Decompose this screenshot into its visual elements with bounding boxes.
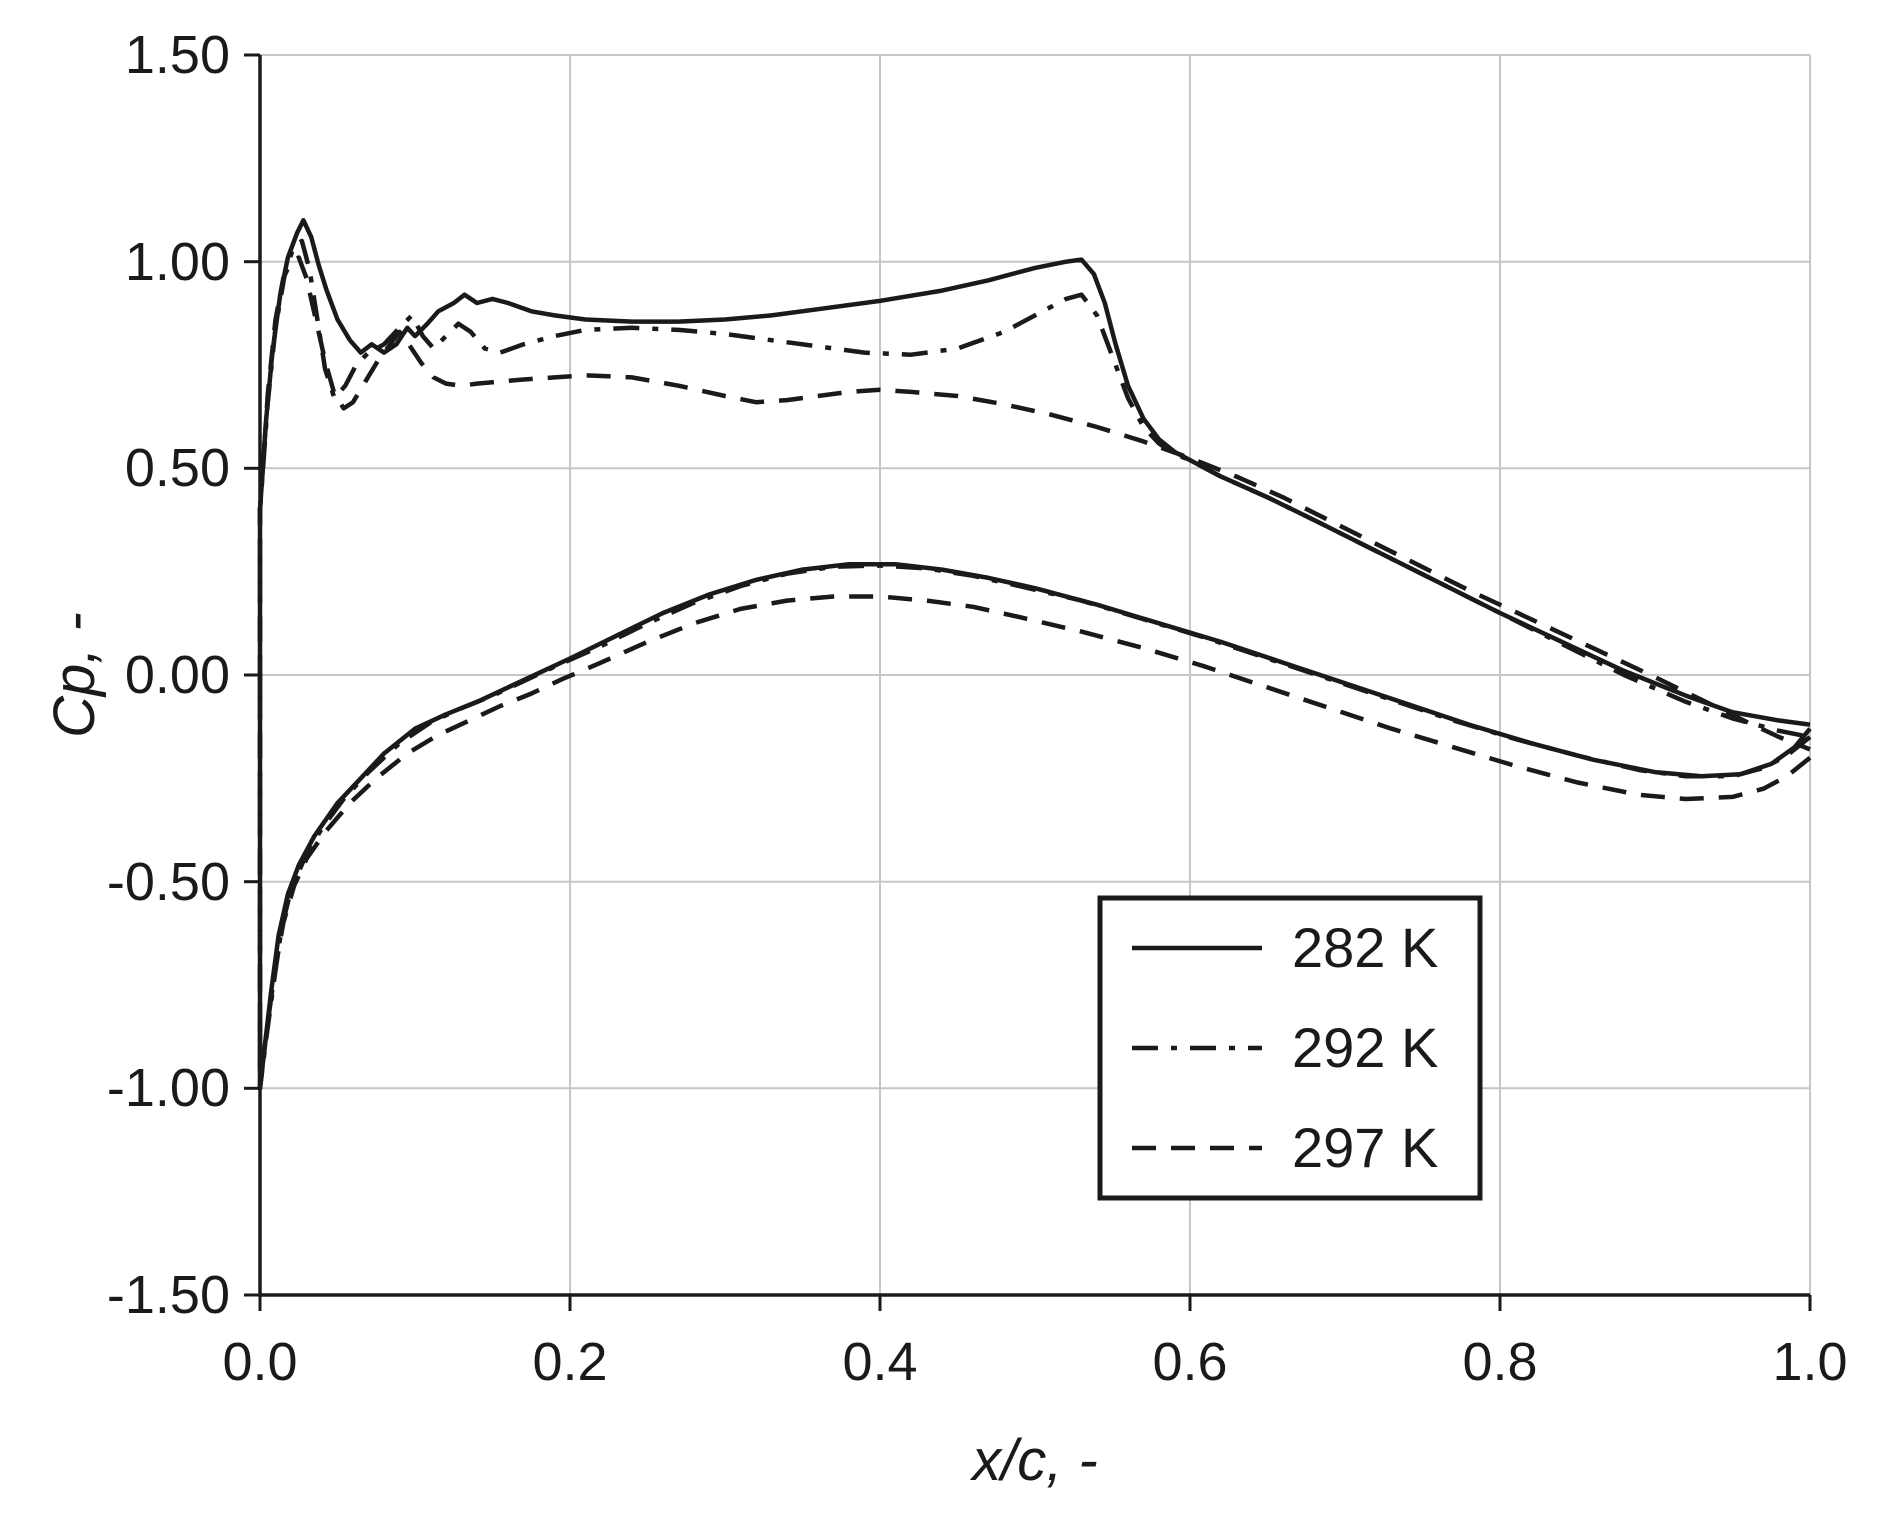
y-axis-title: Cp, - bbox=[42, 612, 107, 738]
x-tick-label: 0.8 bbox=[1462, 1332, 1538, 1392]
legend-label: 282 K bbox=[1292, 916, 1439, 979]
y-tick-label: 1.00 bbox=[124, 232, 230, 292]
series-path-282-K bbox=[257, 218, 1812, 1091]
y-tick-label: 0.00 bbox=[124, 645, 230, 705]
x-tick-label: 0.0 bbox=[222, 1332, 298, 1392]
legend-label: 292 K bbox=[1292, 1016, 1439, 1079]
y-tick-label: -0.50 bbox=[106, 852, 230, 912]
y-tick-label: -1.50 bbox=[106, 1265, 230, 1325]
y-tick-label: -1.00 bbox=[106, 1058, 230, 1118]
x-tick-label: 0.6 bbox=[1152, 1332, 1228, 1392]
x-tick-label: 1.0 bbox=[1772, 1332, 1848, 1392]
x-axis-title: x/c, - bbox=[972, 1428, 1098, 1493]
y-tick-label: 0.50 bbox=[124, 438, 230, 498]
legend-label: 297 K bbox=[1292, 1116, 1439, 1179]
series-path-297-K bbox=[257, 255, 1812, 1091]
x-tick-label: 0.4 bbox=[842, 1332, 918, 1392]
y-tick-label: 1.50 bbox=[124, 25, 230, 85]
x-tick-label: 0.2 bbox=[532, 1332, 608, 1392]
